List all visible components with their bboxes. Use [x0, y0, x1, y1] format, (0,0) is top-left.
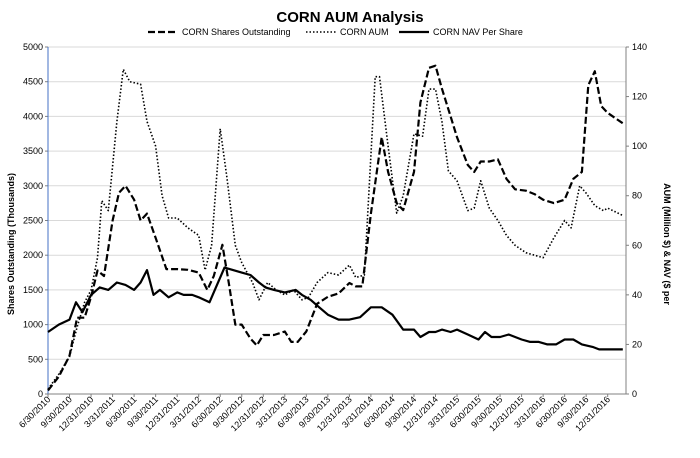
right-tick-label: 80 — [632, 191, 642, 201]
series-line-corn-nav-per-share — [47, 266, 623, 351]
right-tick-label: 140 — [632, 42, 647, 52]
right-tick-label: 40 — [632, 290, 642, 300]
axes — [45, 46, 629, 397]
series-layer — [47, 64, 624, 392]
right-tick-label: 0 — [632, 389, 637, 399]
left-tick-label: 500 — [28, 354, 43, 364]
right-tick-label: 60 — [632, 240, 642, 250]
left-tick-label: 3000 — [23, 181, 43, 191]
left-tick-label: 4500 — [23, 77, 43, 87]
legend-label: CORN Shares Outstanding — [182, 27, 291, 37]
legend-label: CORN AUM — [340, 27, 389, 37]
left-tick-label: 4000 — [23, 111, 43, 121]
series-line-corn-shares-outstanding — [47, 64, 624, 392]
left-axis-title: Shares Outstanding (Thousands) — [6, 173, 16, 315]
right-tick-label: 120 — [632, 92, 647, 102]
right-axis-ticks: 0 20 40 60 80 100 120 140 — [632, 42, 647, 399]
right-axis-title: AUM (Million $) & NAV ($ per — [662, 183, 672, 305]
left-tick-label: 3500 — [23, 146, 43, 156]
left-tick-label: 5000 — [23, 42, 43, 52]
right-tick-label: 20 — [632, 339, 642, 349]
chart-title: CORN AUM Analysis — [276, 9, 423, 26]
left-tick-label: 2000 — [23, 250, 43, 260]
left-tick-label: 2500 — [23, 216, 43, 226]
left-tick-label: 0 — [38, 389, 43, 399]
left-axis-ticks: 0 500 1000 1500 2000 2500 3000 3500 4000 4500 5000 — [23, 42, 43, 399]
left-tick-label: 1500 — [23, 285, 43, 295]
legend: CORN Shares Outstanding CORN AUM CORN NAV … — [148, 27, 523, 37]
legend-label: CORN NAV Per Share — [433, 27, 523, 37]
left-tick-label: 1000 — [23, 320, 43, 330]
right-tick-label: 100 — [632, 141, 647, 151]
series-line-corn-aum — [47, 68, 624, 390]
gridlines — [48, 46, 626, 360]
